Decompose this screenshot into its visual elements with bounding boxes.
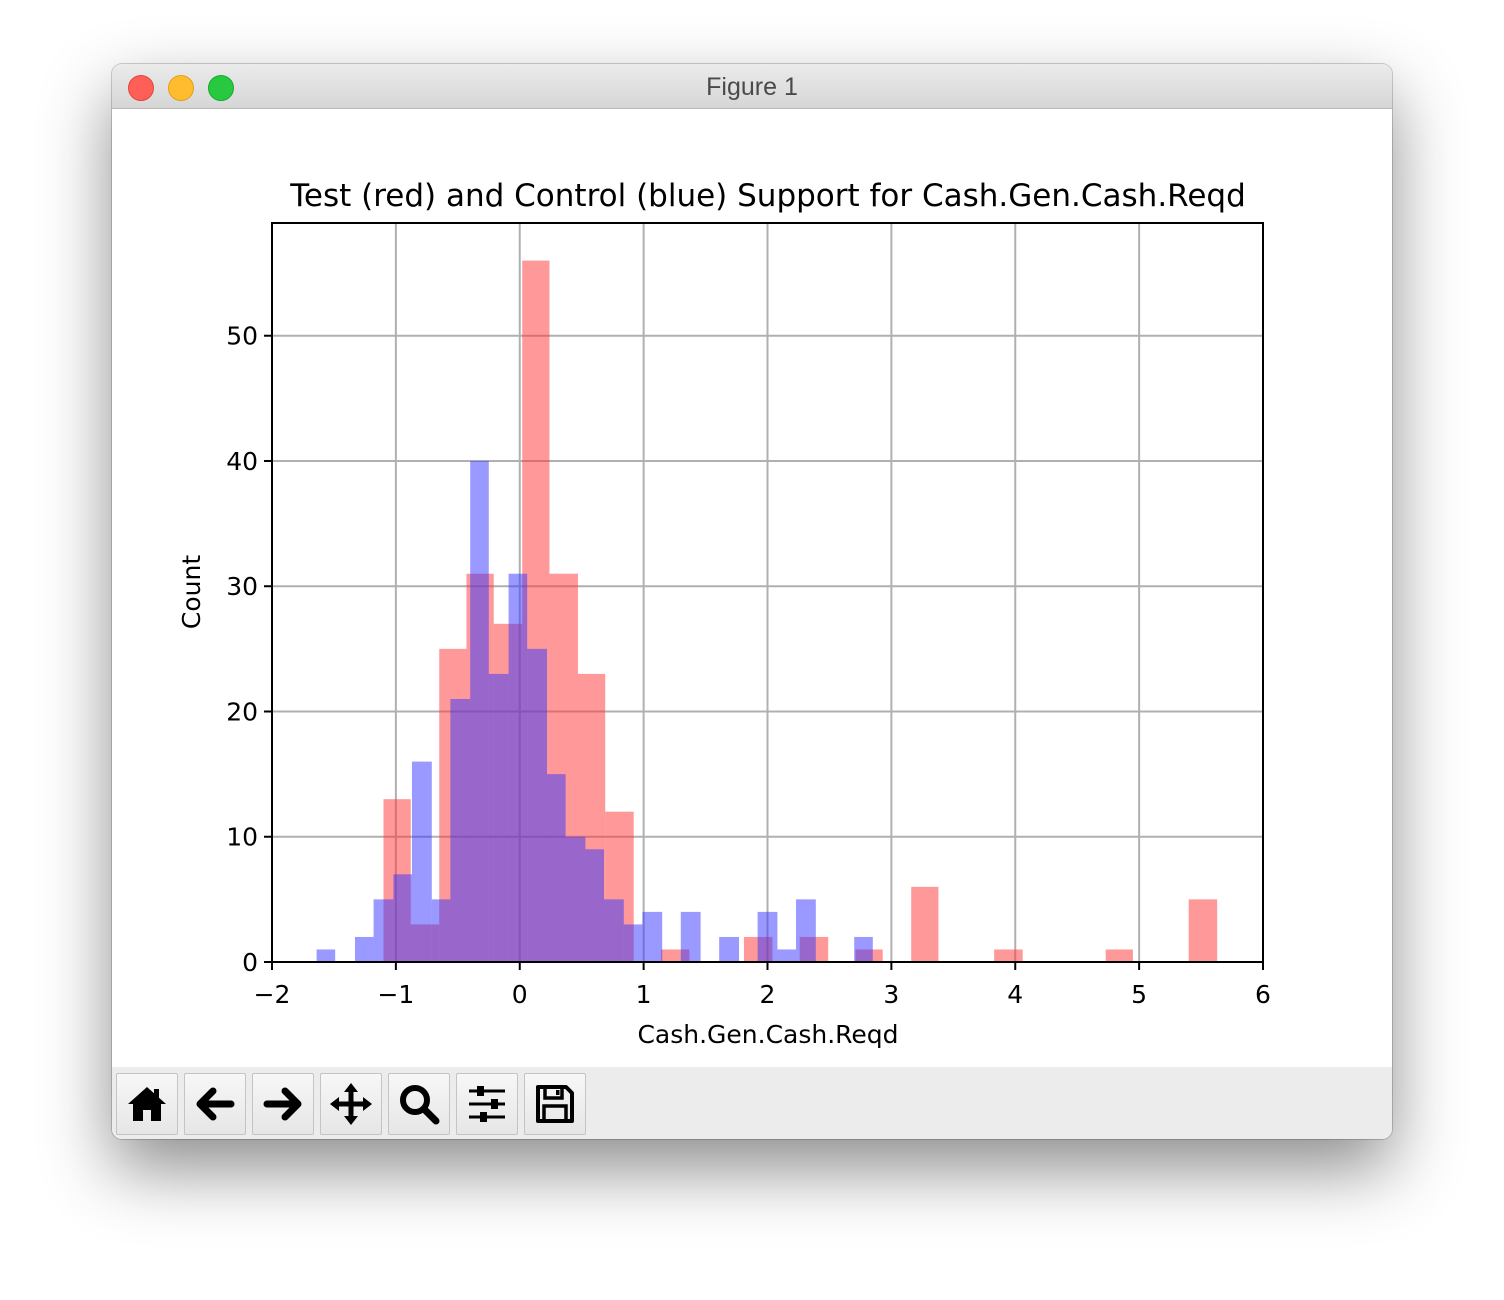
x-tick-label: 1 (636, 980, 652, 1009)
forward-button[interactable] (252, 1073, 314, 1135)
title-bar[interactable]: Figure 1 (112, 64, 1392, 109)
x-tick-label: 5 (1131, 980, 1147, 1009)
y-axis-label: Count (177, 555, 206, 629)
x-tick-label: −1 (377, 980, 414, 1009)
window-title: Figure 1 (706, 73, 798, 101)
x-tick-label: 4 (1007, 980, 1023, 1009)
x-tick-label: 2 (760, 980, 776, 1009)
chart-title: Test (red) and Control (blue) Support fo… (289, 178, 1246, 214)
control-bar (470, 460, 489, 962)
control-bar (680, 911, 701, 962)
control-bar (565, 836, 586, 962)
home-button[interactable] (116, 1073, 178, 1135)
control-bar (411, 761, 432, 962)
minimize-window-button[interactable] (168, 75, 194, 101)
control-bar (316, 949, 336, 962)
control-bar (795, 899, 816, 962)
control-bar (854, 936, 873, 962)
close-window-button[interactable] (128, 75, 154, 101)
control-bar (431, 899, 451, 962)
y-tick-label: 50 (226, 322, 258, 351)
y-axis-ticks: 0 10 20 30 40 50 (226, 322, 272, 977)
control-bar (585, 849, 604, 962)
configure-subplots-button[interactable] (456, 1073, 518, 1135)
axes: −2 −1 0 1 2 3 4 5 6 0 10 20 30 40 50 (226, 222, 1271, 1009)
control-bar (488, 673, 509, 962)
save-button[interactable] (524, 1073, 586, 1135)
x-tick-label: −2 (254, 980, 291, 1009)
x-axis-label: Cash.Gen.Cash.Reqd (637, 1020, 898, 1049)
floppy-disk-icon (536, 1085, 574, 1123)
test-bar (911, 886, 939, 962)
control-bar (757, 911, 778, 962)
control-bar (373, 899, 394, 962)
x-tick-label: 0 (512, 980, 528, 1009)
test-bar (1188, 899, 1218, 962)
control-bar (777, 949, 796, 962)
home-icon (128, 1087, 166, 1121)
control-bar (603, 899, 624, 962)
figure-window: Figure 1 −2 −1 0 1 2 3 4 5 6 0 10 20 30 40 50 Test (r… (112, 64, 1392, 1139)
control-bar (354, 936, 374, 962)
y-tick-label: 10 (226, 823, 258, 852)
x-axis-ticks: −2 −1 0 1 2 3 4 5 6 (254, 962, 1271, 1009)
histogram-chart: −2 −1 0 1 2 3 4 5 6 0 10 20 30 40 50 Test (red) and C… (177, 178, 1271, 1049)
control-bar (547, 774, 566, 962)
control-bar (623, 924, 643, 962)
control-bar (393, 874, 412, 962)
y-tick-label: 30 (226, 572, 258, 601)
navigation-toolbar (112, 1067, 1392, 1139)
histogram-bars (316, 260, 1218, 962)
arrow-left-icon (196, 1087, 235, 1121)
control-bar (719, 936, 740, 962)
y-tick-label: 20 (226, 697, 258, 726)
zoom-button[interactable] (388, 1073, 450, 1135)
back-button[interactable] (184, 1073, 246, 1135)
y-tick-label: 0 (242, 948, 258, 977)
y-tick-label: 40 (226, 447, 258, 476)
x-tick-label: 3 (883, 980, 899, 1009)
figure-canvas[interactable]: −2 −1 0 1 2 3 4 5 6 0 10 20 30 40 50 Test (red) and C… (112, 109, 1392, 1067)
magnifier-icon (400, 1085, 440, 1125)
control-bar (508, 573, 528, 962)
sliders-icon (469, 1086, 505, 1122)
control-bar (642, 911, 663, 962)
test-bar (994, 949, 1023, 962)
move-icon (330, 1083, 372, 1125)
control-bar (450, 698, 471, 962)
control-bar (527, 648, 548, 962)
x-tick-label: 6 (1255, 980, 1271, 1009)
pan-button[interactable] (320, 1073, 382, 1135)
test-bar (1105, 949, 1133, 962)
maximize-window-button[interactable] (208, 75, 234, 101)
arrow-right-icon (263, 1087, 302, 1121)
